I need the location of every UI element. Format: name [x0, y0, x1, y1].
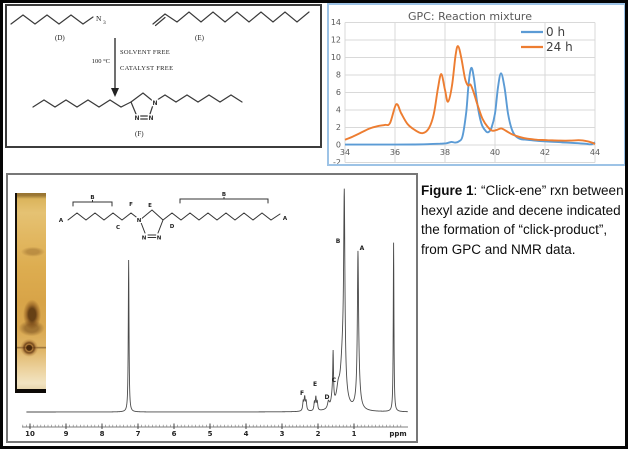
gpc-series-0h	[345, 66, 596, 146]
x-tick-label: 38	[440, 148, 450, 157]
nmr-peak-labels: F E D C B A	[300, 238, 365, 401]
structure-label-B: B	[90, 195, 94, 201]
azide-group-label: N	[96, 14, 102, 23]
peak-label-C: C	[332, 377, 337, 384]
y-tick-label: -2	[333, 158, 341, 164]
legend-label: 24 h	[546, 40, 573, 54]
structure-atom-labels: A B C F E D N N N B A	[58, 191, 289, 243]
figure-caption-text: : “Click-ene” rxn between hexyl azide an…	[421, 183, 624, 257]
gpc-gridlines	[344, 22, 596, 163]
peak-label-F: F	[300, 390, 304, 397]
azide-subscript: 3	[103, 20, 106, 26]
peak-label-A: A	[360, 245, 365, 252]
reaction-arrow	[111, 38, 119, 97]
structure-label-N: N	[137, 218, 142, 224]
gpc-chart-panel: 14 12 10 8 6 4 2 0 -2 34 36 38 40 42 44 GPC: Reaction …	[327, 3, 625, 166]
y-tick-label: 10	[331, 53, 341, 62]
structure-label-B: B	[222, 192, 226, 198]
condition-solvent-free: SOLVENT FREE	[120, 49, 170, 56]
x-tick-label: 34	[340, 148, 350, 157]
decene-chain	[152, 11, 310, 27]
nmr-axis-ruler: 10 9 8 7 6 5 4 3 2 1 ppm	[22, 423, 408, 438]
y-tick-label: 14	[331, 18, 341, 27]
y-tick-label: 8	[336, 71, 341, 80]
legend-label: 0 h	[546, 25, 565, 39]
gpc-series-lines	[344, 45, 596, 146]
y-tick-label: 0	[336, 141, 341, 150]
ppm-tick-label: 10	[25, 430, 35, 438]
ppm-tick-label: 4	[244, 430, 249, 438]
reaction-scheme-panel: N 3 (D) (E) 100 °C SOLVENT FREE CATALYST…	[5, 4, 322, 148]
ppm-tick-label: 1	[352, 430, 357, 438]
ring-n-right: N	[152, 100, 157, 107]
ppm-tick-label: 6	[172, 430, 177, 438]
structure-label-C: C	[116, 225, 120, 231]
product-f-label: (F)	[135, 130, 144, 138]
peak-label-B: B	[336, 238, 341, 245]
ppm-tick-label: 5	[208, 430, 213, 438]
ring-n-bottom-left: N	[134, 115, 139, 122]
gpc-chart-title: GPC: Reaction mixture	[408, 10, 532, 23]
y-tick-label: 4	[336, 106, 341, 115]
structure-label-A: A	[283, 216, 288, 222]
y-tick-label: 12	[331, 36, 341, 45]
ppm-tick-label: 3	[280, 430, 285, 438]
peak-label-E: E	[313, 381, 317, 388]
figure-caption: Figure 1: “Click-ene” rxn between hexyl …	[421, 181, 625, 259]
product-structure-annotated	[67, 196, 281, 238]
ppm-unit-label: ppm	[389, 430, 406, 438]
product-ring-nitrogens: N N N	[133, 99, 159, 124]
tlc-plate-photo	[15, 193, 46, 393]
ppm-tick-label: 7	[136, 430, 141, 438]
x-tick-label: 36	[390, 148, 400, 157]
y-tick-label: 2	[336, 123, 341, 132]
figure-caption-number: Figure 1	[421, 183, 474, 198]
temperature-label: 100 °C	[92, 58, 110, 65]
ppm-tick-label: 8	[100, 430, 105, 438]
nmr-spectrum: A B C F E D N N N B A F E D C B A 10 9 8 7 6 5 4 3 2 1 ppm	[22, 188, 408, 438]
condition-catalyst-free: CATALYST FREE	[120, 65, 173, 72]
peak-label-D: D	[325, 394, 330, 401]
structure-label-D: D	[170, 224, 175, 230]
gpc-legend: 0 h24 h	[521, 25, 573, 54]
y-tick-label: 6	[336, 88, 341, 97]
nmr-trace	[26, 188, 408, 413]
ppm-tick-label: 9	[64, 430, 69, 438]
structure-label-N: N	[157, 236, 162, 242]
nmr-panel: A B C F E D N N N B A F E D C B A 10 9 8 7 6 5 4 3 2 1 ppm	[6, 173, 418, 443]
reactant-e-label: (E)	[195, 34, 205, 42]
product-structure	[32, 92, 243, 120]
reaction-scheme-drawing: N 3 (D) (E) 100 °C SOLVENT FREE CATALYST…	[10, 11, 310, 138]
structure-label-E: E	[148, 203, 152, 209]
structure-label-A: A	[59, 218, 64, 224]
reactant-d-label: (D)	[55, 34, 65, 42]
x-tick-label: 42	[540, 148, 550, 157]
gpc-series-24h	[344, 45, 596, 145]
structure-label-F: F	[129, 202, 133, 208]
x-tick-label: 44	[590, 148, 600, 157]
ring-n-bottom-right: N	[148, 115, 153, 122]
structure-label-N: N	[142, 236, 147, 242]
azide-chain	[10, 14, 94, 25]
x-tick-label: 40	[490, 148, 500, 157]
ppm-tick-label: 2	[316, 430, 321, 438]
